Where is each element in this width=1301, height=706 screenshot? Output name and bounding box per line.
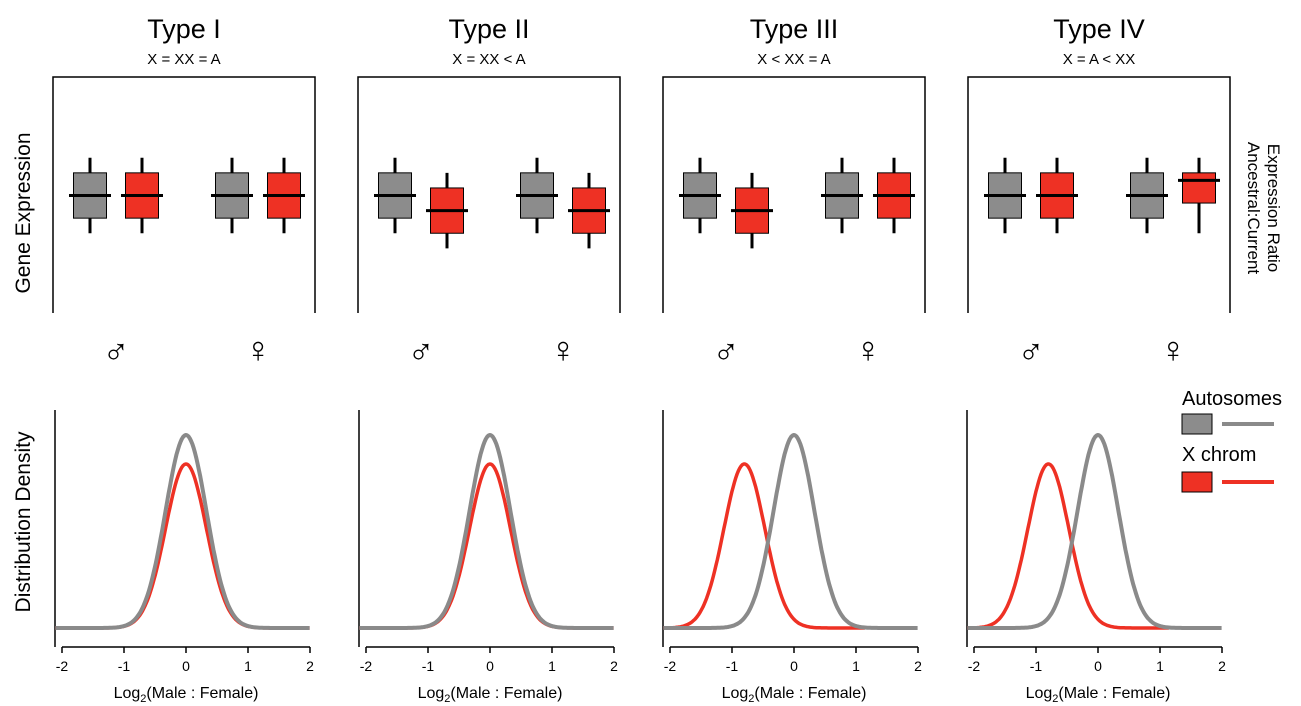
x-tick-label: 2 — [306, 658, 314, 674]
x-tick-label: 2 — [1218, 658, 1226, 674]
panel-frame — [662, 76, 926, 313]
x-tick-label: -2 — [360, 658, 373, 674]
panel-subtitle: X = XX = A — [147, 51, 220, 68]
x-tick-label: -2 — [968, 658, 981, 674]
x-tick-label: -1 — [1030, 658, 1043, 674]
xchrom-box-female — [263, 157, 305, 234]
x-tick-label: 1 — [548, 658, 556, 674]
autosome-density-curve — [662, 433, 919, 630]
x-tick-label: 0 — [182, 658, 190, 674]
ylabel-distribution-density: Distribution Density — [12, 431, 35, 612]
xchrom-density-curve — [662, 462, 866, 630]
xchrom-box-female — [568, 172, 610, 249]
panel-title: Type III — [750, 14, 839, 44]
x-tick-label: 0 — [486, 658, 494, 674]
autosome-density-curve — [358, 433, 615, 630]
panel-subtitle: X = A < XX — [1063, 51, 1136, 68]
autosome-density-curve — [966, 433, 1223, 630]
box-panel-1: Type I X = XX = A ♂ ♀ — [52, 14, 316, 372]
female-symbol: ♀ — [550, 329, 577, 370]
x-tick-label: -2 — [664, 658, 677, 674]
x-tick-label: 0 — [790, 658, 798, 674]
xchrom-box-male — [731, 172, 773, 249]
box-panel-4: Type IV X = A < XX ♂ ♀ — [967, 14, 1231, 372]
legend: Autosomes X chrom — [1181, 388, 1282, 493]
male-symbol: ♂ — [103, 331, 130, 372]
x-tick-label: 1 — [852, 658, 860, 674]
autosome-box-female — [516, 157, 558, 234]
right-label-line1: Ancestral:Current — [1244, 142, 1263, 275]
x-axis-label: Log2(Male : Female) — [418, 685, 563, 705]
autosome-box-male — [374, 157, 416, 234]
x-tick-label: -1 — [422, 658, 435, 674]
legend-xchrom-box — [1181, 471, 1213, 493]
autosome-box-male — [69, 157, 111, 234]
autosome-box-female — [821, 157, 863, 234]
panel-title: Type I — [147, 14, 221, 44]
autosome-box-male — [984, 157, 1026, 234]
autosome-box-female — [211, 157, 253, 234]
x-axis-label: Log2(Male : Female) — [722, 685, 867, 705]
x-tick-label: 0 — [1094, 658, 1102, 674]
autosome-density-curve — [54, 433, 311, 630]
box-panels: Type IX = XX = A♂ ♀Type IIX = XX < A♂ ♀Typ… — [52, 14, 1231, 372]
panel-frame — [967, 76, 1231, 313]
xchrom-box-female — [873, 157, 915, 234]
box-panel-2: Type II X = XX < A ♂ ♀ — [357, 14, 621, 372]
male-symbol: ♂ — [1018, 331, 1045, 372]
panel-subtitle: X = XX < A — [452, 51, 525, 68]
panel-subtitle: X < XX = A — [757, 51, 830, 68]
box — [1182, 172, 1216, 204]
panel-title: Type II — [448, 14, 529, 44]
xchrom-density-curve — [358, 462, 615, 630]
xchrom-density-curve — [54, 462, 311, 630]
box-panel-3: Type III X < XX = A ♂ ♀ — [662, 14, 926, 372]
density-panel-3: -2 -1 0 1 2 Log2(Male : Female) — [662, 410, 922, 705]
xchrom-box-male — [426, 172, 468, 249]
ylabel-gene-expression: Gene Expression — [12, 132, 35, 293]
right-label-line2: Expression Ratio — [1264, 144, 1283, 273]
x-tick-label: 2 — [610, 658, 618, 674]
density-panel-1: -2 -1 0 1 2 Log2(Male : Female) — [54, 410, 314, 705]
legend-xchrom-label: X chrom — [1182, 444, 1256, 466]
male-symbol: ♂ — [408, 331, 435, 372]
female-symbol: ♀ — [855, 329, 882, 370]
xchrom-density-curve — [966, 462, 1170, 630]
density-panel-4: -2 -1 0 1 2 Log2(Male : Female) — [966, 410, 1226, 705]
x-tick-label: 2 — [914, 658, 922, 674]
density-panels: -2 -1 0 1 2 Log2(Male : Female) -2 -1 0 1 2 Log2(Ma… — [54, 410, 1226, 705]
panel-frame — [357, 76, 621, 313]
xchrom-box-male — [1036, 157, 1078, 234]
xchrom-box-female — [1178, 157, 1220, 234]
x-tick-label: -2 — [56, 658, 69, 674]
xchrom-box-male — [121, 157, 163, 234]
x-axis-label: Log2(Male : Female) — [114, 685, 259, 705]
autosome-box-male — [679, 157, 721, 234]
x-tick-label: 1 — [1156, 658, 1164, 674]
panel-title: Type IV — [1053, 14, 1145, 44]
x-axis-label: Log2(Male : Female) — [1026, 685, 1171, 705]
x-tick-label: 1 — [244, 658, 252, 674]
female-symbol: ♀ — [1160, 329, 1187, 370]
panel-frame — [52, 76, 316, 313]
legend-autosomes-label: Autosomes — [1182, 388, 1282, 410]
male-symbol: ♂ — [713, 331, 740, 372]
density-panel-2: -2 -1 0 1 2 Log2(Male : Female) — [358, 410, 618, 705]
autosome-box-female — [1126, 157, 1168, 234]
female-symbol: ♀ — [245, 329, 272, 370]
legend-autosomes-box — [1181, 413, 1213, 435]
x-tick-label: -1 — [726, 658, 739, 674]
x-tick-label: -1 — [118, 658, 131, 674]
